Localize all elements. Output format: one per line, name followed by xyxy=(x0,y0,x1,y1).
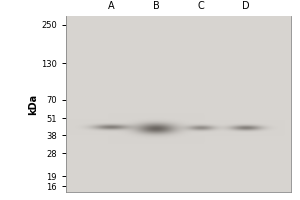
Y-axis label: kDa: kDa xyxy=(28,93,38,115)
